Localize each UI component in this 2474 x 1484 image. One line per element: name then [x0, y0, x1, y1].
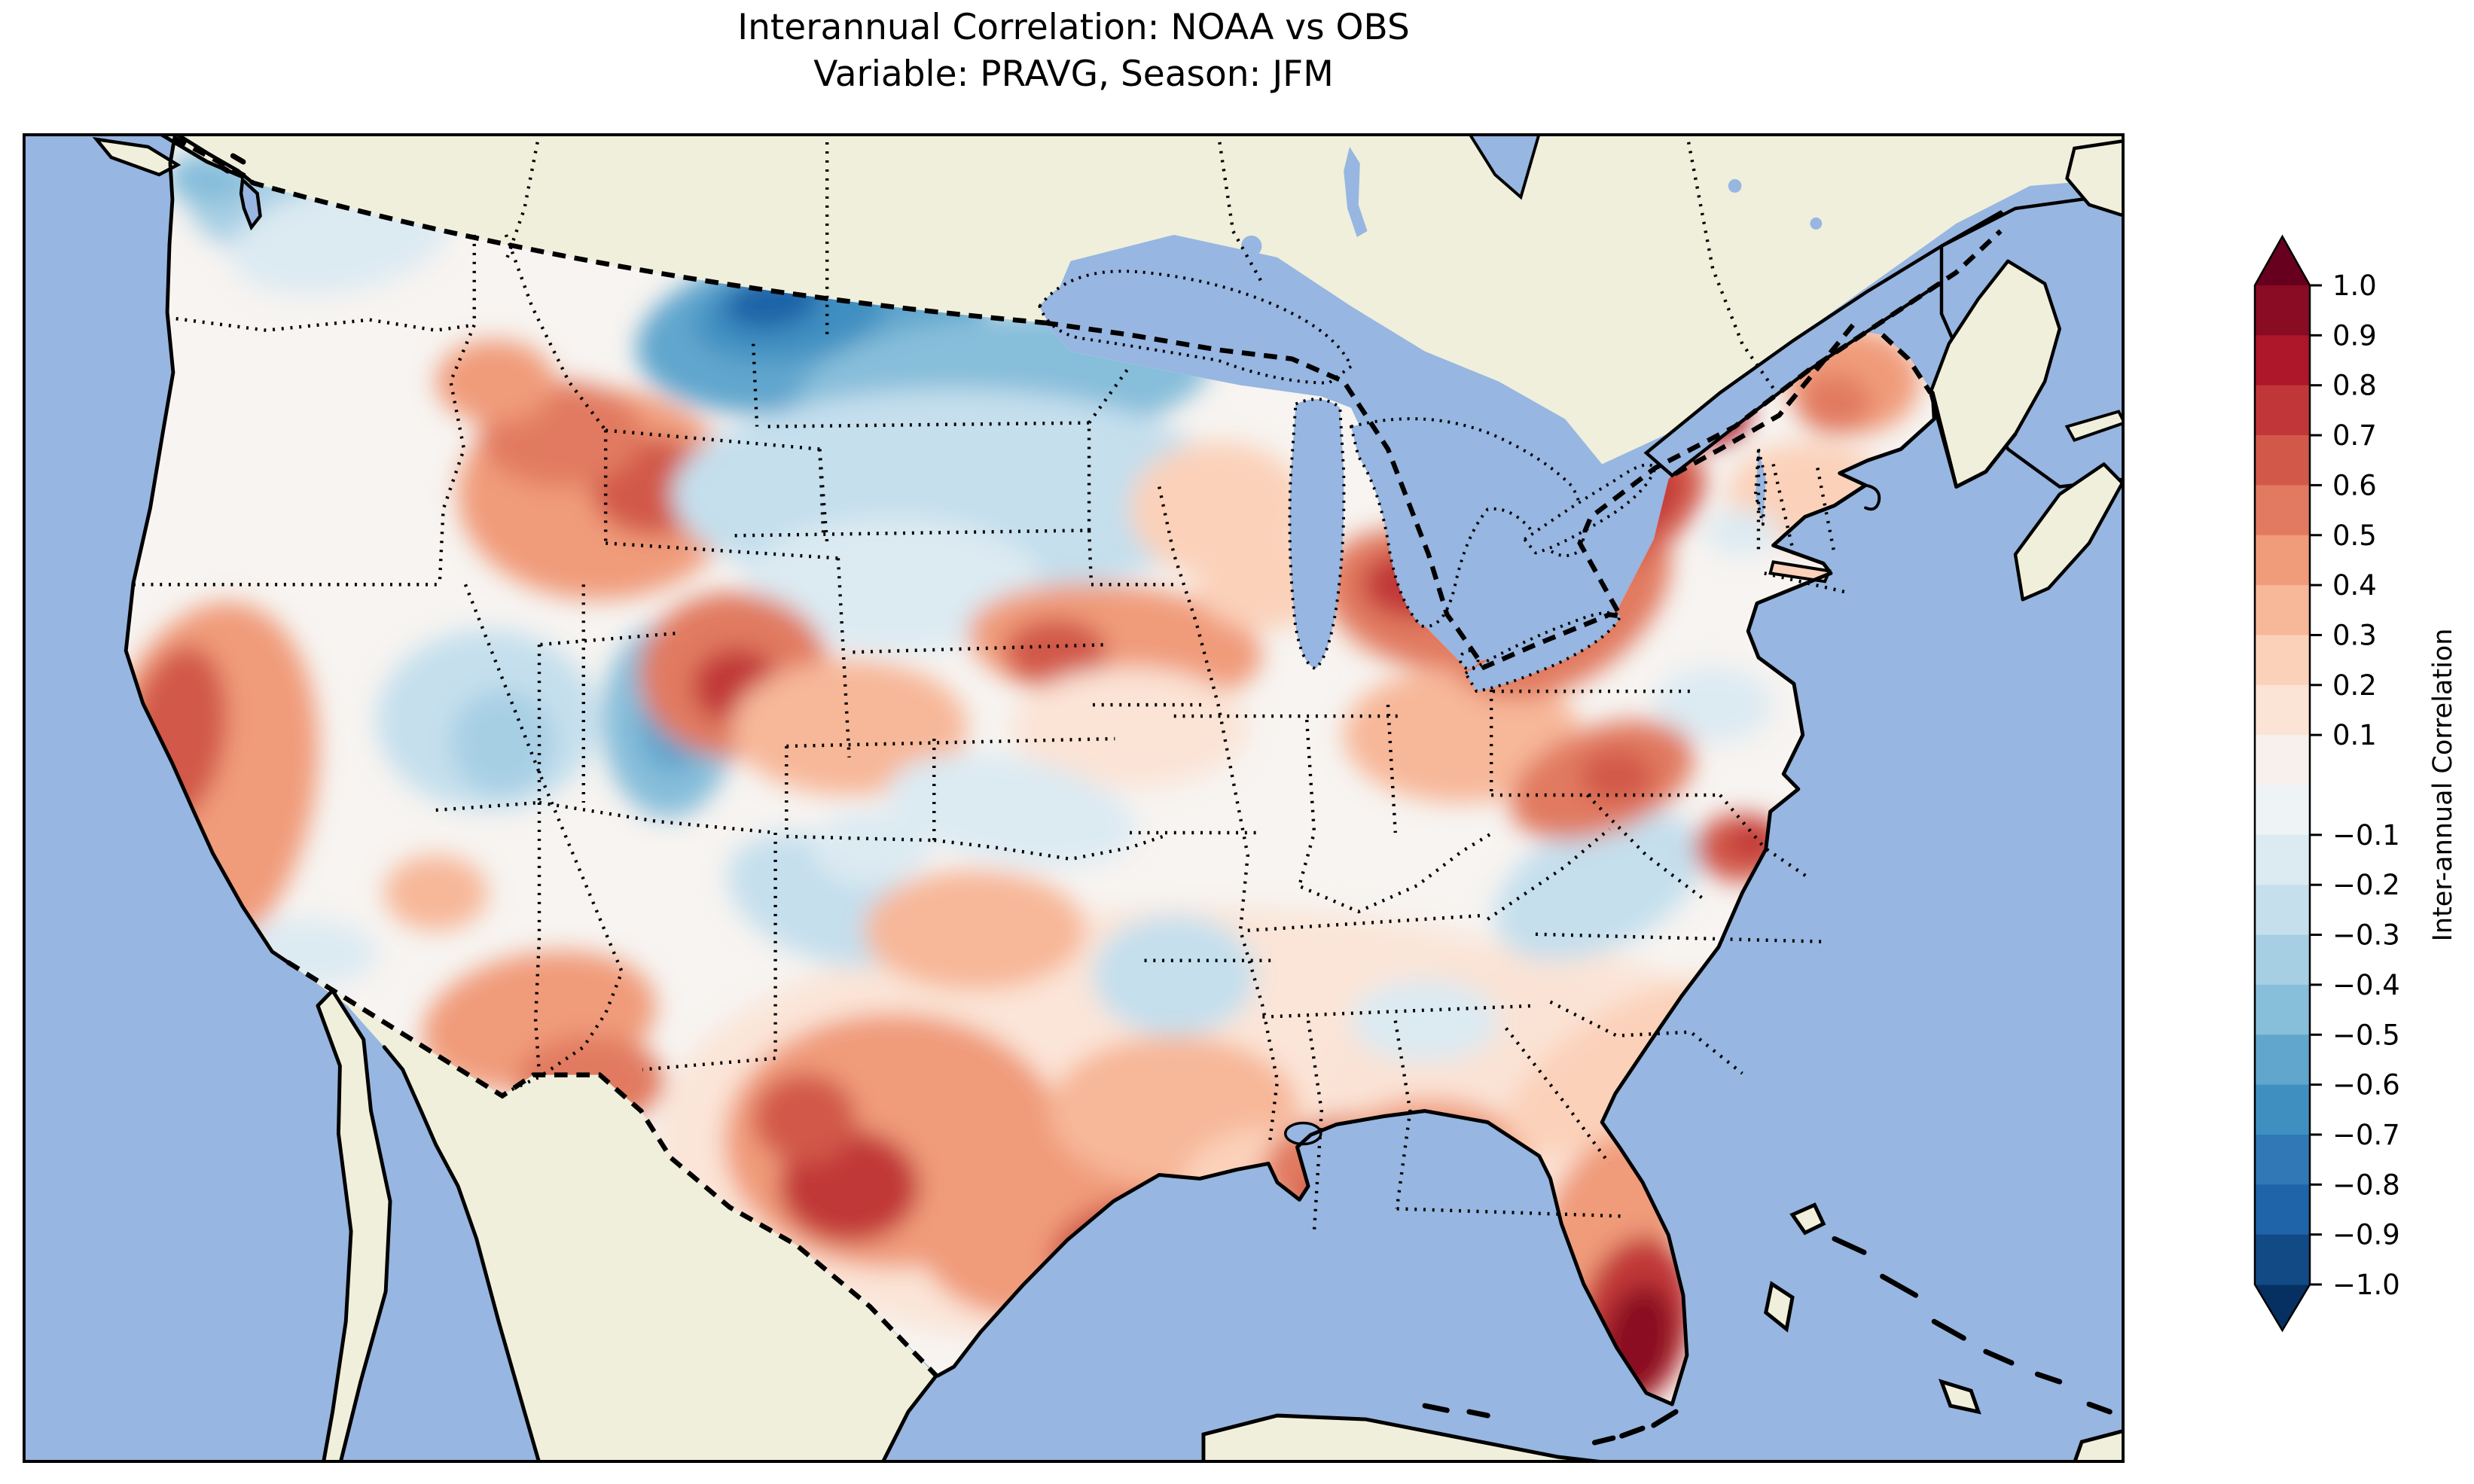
- newfoundland: [2065, 139, 2125, 218]
- colorbar-tick-label: 0.1: [2332, 719, 2377, 751]
- colorbar-cell: [2255, 385, 2310, 436]
- colorbar-cell: [2255, 635, 2310, 686]
- title-line-2: Variable: PRAVG, Season: JFM: [813, 53, 1334, 96]
- hispaniola-corner: [2072, 1428, 2125, 1463]
- colorbar-tick-label: 0.2: [2332, 669, 2377, 702]
- lake-ontario: [1523, 463, 1657, 555]
- baja-california: [316, 989, 392, 1463]
- colorbar-canvas: 1.0 0.9 0.8 0.7 0.6 0.5 0.4 0.3 0.2 0.1 −0.1 −0.2 −0…: [2253, 234, 2458, 1333]
- colorbar-cell: [2255, 785, 2310, 836]
- canada-landmass: [159, 133, 2125, 465]
- colorbar-cell: [2255, 285, 2310, 336]
- colorbar-tick-label: 0.8: [2332, 370, 2377, 402]
- colorbar-cell: [2255, 1134, 2310, 1185]
- colorbar-tick-label: −0.2: [2332, 869, 2400, 901]
- lake-erie: [1463, 611, 1622, 693]
- lake-huron: [1350, 417, 1586, 629]
- title-line-1: Interannual Correlation: NOAA vs OBS: [737, 7, 1410, 48]
- long-island: [1768, 560, 1832, 584]
- colorbar-cell: [2255, 1035, 2310, 1086]
- colorbar-cell: [2255, 535, 2310, 586]
- colorbar-tick-label: 0.9: [2332, 319, 2377, 352]
- colorbar-cell: [2255, 1084, 2310, 1135]
- colorbar-tick-label: 0.3: [2332, 619, 2377, 651]
- colorbar-tick-label: 0.6: [2332, 469, 2377, 501]
- island-chains: [218, 153, 2113, 1446]
- colorbar-cell: [2255, 984, 2310, 1035]
- maine-canada-border: [1670, 323, 1933, 478]
- colorbar-tick-label: −0.9: [2332, 1219, 2400, 1251]
- colorbar-tick-label: −0.8: [2332, 1169, 2400, 1201]
- mexico-west-coastline: [382, 1045, 541, 1463]
- hudson-james-bay: [1467, 133, 1541, 200]
- colorbar-cell: [2255, 735, 2310, 786]
- us-canada-border: [172, 136, 1045, 325]
- colorbar-cell: [2255, 684, 2310, 736]
- mexico-landmass: [287, 961, 937, 1463]
- us-mexico-border: [286, 959, 938, 1378]
- colorbar-tick-label: −1.0: [2332, 1269, 2400, 1301]
- colorbar-arrow-under: [2255, 1284, 2310, 1330]
- map-canvas: [23, 133, 2125, 1463]
- colorbar-tick-label: 0.4: [2332, 569, 2377, 602]
- colorbar-tick-label: 0.7: [2332, 419, 2377, 452]
- colorbar-cell: [2255, 1234, 2310, 1285]
- lake-michigan: [1288, 398, 1346, 671]
- atlantic-gulf-coastline: [935, 391, 1936, 1406]
- us-canada-border-lakes: [1044, 229, 2003, 671]
- lake-winnipeg: [1344, 146, 1368, 237]
- colorbar-arrow-over: [2255, 236, 2310, 285]
- colorbar-cell: [2255, 335, 2310, 386]
- canada-lake-speck: [1728, 178, 1742, 193]
- state-borders: [133, 133, 1847, 1232]
- colorbar-tick-label: −0.3: [2332, 919, 2400, 952]
- nova-scotia: [2013, 462, 2125, 602]
- lake-nipigon: [1240, 235, 1262, 257]
- colorbar-tick-label: −0.7: [2332, 1119, 2400, 1151]
- colorbar-cell: [2255, 435, 2310, 486]
- cape-cod-hook: [1864, 483, 1881, 511]
- colorbar-tick-label: −0.1: [2332, 819, 2400, 852]
- colorbar-tick-label: −0.5: [2332, 1019, 2400, 1051]
- colorbar-cell: [2255, 834, 2310, 885]
- colorbar-axis-label: Inter-annual Correlation: [2428, 629, 2458, 942]
- colorbar-cell: [2255, 485, 2310, 536]
- colorbar-cell: [2255, 585, 2310, 636]
- vancouver-island: [92, 136, 182, 177]
- colorbar-cell: [2255, 885, 2310, 936]
- cuba: [1201, 1413, 1610, 1463]
- colorbar: 1.0 0.9 0.8 0.7 0.6 0.5 0.4 0.3 0.2 0.1 −0.1 −0.2 −0…: [2225, 226, 2474, 1400]
- prince-edward-island: [2064, 410, 2125, 442]
- map-panel: [23, 133, 2125, 1463]
- colorbar-tick-label: 1.0: [2332, 270, 2377, 302]
- colorbar-tick-label: −0.4: [2332, 969, 2400, 1001]
- colorbar-cell: [2255, 934, 2310, 986]
- colorbar-cell: [2255, 1184, 2310, 1236]
- bahamas-island: [1789, 1202, 1826, 1236]
- bahamas-island: [1938, 1379, 1981, 1415]
- canada-lake-speck: [1810, 217, 1823, 230]
- page-title: Interannual Correlation: NOAA vs OBS Var…: [23, 5, 2125, 98]
- colorbar-tick-label: 0.5: [2332, 520, 2377, 552]
- mexico-gulf-coastline: [880, 1373, 938, 1463]
- puget-sound: [239, 176, 262, 231]
- maine-bay-of-fundy-coast: [1930, 391, 2018, 489]
- country-borders: [172, 136, 2003, 1378]
- map-frame: [23, 133, 2125, 1463]
- bahamas-island: [1764, 1281, 1795, 1333]
- colorbar-tick-label: −0.6: [2332, 1069, 2400, 1102]
